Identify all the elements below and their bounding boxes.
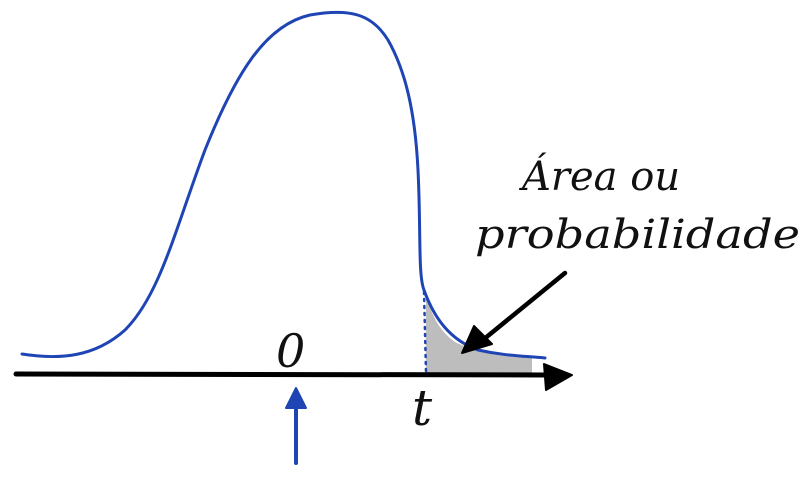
t-label: t <box>412 379 433 437</box>
annotation-line-1: Área ou <box>518 153 680 200</box>
x-axis-line <box>13 371 551 378</box>
zero-label: 0 <box>276 324 305 378</box>
density-curve <box>20 10 547 360</box>
pointer-arrow-shaft <box>475 270 568 347</box>
shaded-tail-area <box>426 292 532 374</box>
annotation-line-2: probabilidade <box>475 212 800 258</box>
pointer-arrow-head <box>461 325 493 354</box>
x-axis-arrowhead <box>543 363 573 391</box>
t-boundary-dotted-line <box>422 290 428 374</box>
mean-marker-arrow-head <box>285 387 307 409</box>
